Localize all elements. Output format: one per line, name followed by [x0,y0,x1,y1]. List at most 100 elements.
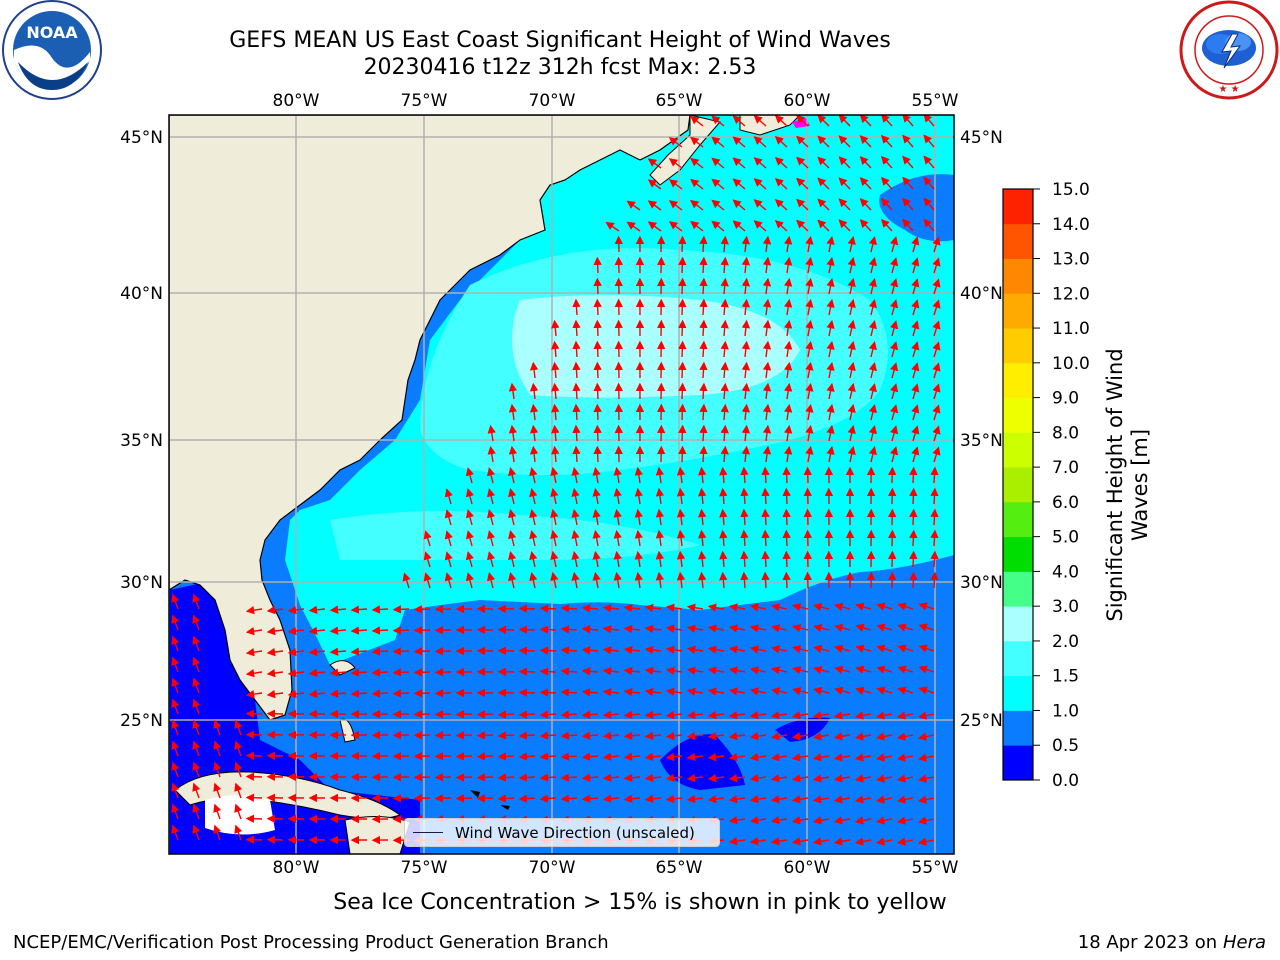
wave-arrow [847,445,856,463]
wave-arrow [834,602,851,611]
wave-arrow [890,257,899,274]
colorbar-tick-label: 4.0 [1052,562,1079,582]
wave-arrow [560,794,578,803]
wave-arrow [602,731,620,740]
wave-arrow [770,795,788,804]
wave-arrow [770,711,788,720]
wave-arrow [171,635,180,652]
wave-arrow [796,135,809,148]
wave-arrow [855,602,872,611]
wave-arrow [668,179,683,190]
wave-arrow [911,278,920,295]
wave-arrow [791,795,809,804]
wave-arrow [413,668,431,677]
wave-arrow [266,689,284,699]
wave-arrow [930,550,939,568]
wave-arrow [741,319,751,337]
wave-arrow [245,772,263,781]
wave-arrow [551,424,560,442]
wave-arrow [486,572,496,589]
wave-arrow [833,774,851,783]
colorbar-tick-label: 14.0 [1052,215,1090,235]
wave-arrow [833,837,851,846]
wave-arrow [245,709,263,718]
wave-arrow [902,176,914,190]
wave-arrow [413,647,431,656]
wave-arrow [508,551,517,568]
wave-arrow [782,487,791,505]
wave-arrow [911,446,920,463]
wave-arrow [740,550,749,568]
wave-arrow [855,665,872,674]
wave-arrow [644,752,662,762]
wave-arrow [699,256,708,274]
wave-arrow [529,488,538,505]
wave-arrow [902,218,914,232]
wave-arrow [655,466,665,484]
wave-arrow [192,761,201,778]
wave-arrow [741,403,751,421]
wave-arrow [623,752,641,761]
wave-arrow [854,732,872,741]
lat-tick-label: 35°N [120,431,163,451]
wave-arrow [812,711,830,720]
wave-arrow [847,298,856,316]
wave-arrow [932,425,941,442]
lat-tick-label: 45°N [960,128,1003,148]
map-frame [168,114,955,855]
colorbar-segment [1003,571,1033,607]
wave-arrow [529,424,539,442]
wave-arrow [805,319,814,337]
wave-arrow [826,382,835,400]
wave-arrow [711,220,725,232]
wave-arrow [732,220,746,232]
colorbar-segment [1003,432,1033,468]
wave-arrow [686,731,704,741]
wave-arrow [455,752,473,761]
wave-arrow [728,603,746,612]
wave-arrow [392,689,410,698]
wave-arrow [665,603,683,612]
wave-arrow [593,424,602,442]
wave-arrow [707,645,725,654]
wave-arrow [875,753,893,762]
wave-arrow [350,668,368,677]
wave-arrow [932,383,941,400]
wave-arrow [529,572,538,589]
wave-arrow [508,445,518,463]
wave-arrow [593,382,602,400]
wave-direction-arrows [171,115,941,846]
wave-arrow [918,686,935,695]
wave-arrow [444,551,453,568]
wave-arrow [551,319,560,337]
wave-arrow [529,382,539,400]
wave-arrow [897,602,914,611]
wave-arrow [932,257,941,274]
wave-arrow [192,635,201,652]
colorbar-segment [1003,467,1033,503]
wave-arrow [497,752,515,761]
wave-arrow [771,624,788,633]
wave-arrow [644,710,662,720]
wave-arrow [234,740,243,757]
wave-arrow [634,508,643,526]
wave-arrow [719,529,728,547]
wave-arrow [350,689,368,698]
colorbar-tick-label: 11.0 [1052,319,1090,339]
wave-arrow [623,624,641,634]
wave-arrow [699,382,708,400]
lon-tick-label: 60°W [784,858,831,878]
wave-arrow [551,382,560,400]
lat-tick-label: 30°N [120,573,163,593]
wave-arrow [560,604,578,613]
wave-arrow [665,645,683,654]
wave-arrow [911,425,920,442]
wave-arrow [634,571,643,589]
wave-arrow [826,445,835,463]
wave-arrow [350,647,368,656]
wave-arrow [245,669,263,678]
wave-arrow [897,686,914,695]
wave-arrow [192,593,201,610]
wave-arrow [762,256,772,274]
wave-arrow [655,571,665,589]
